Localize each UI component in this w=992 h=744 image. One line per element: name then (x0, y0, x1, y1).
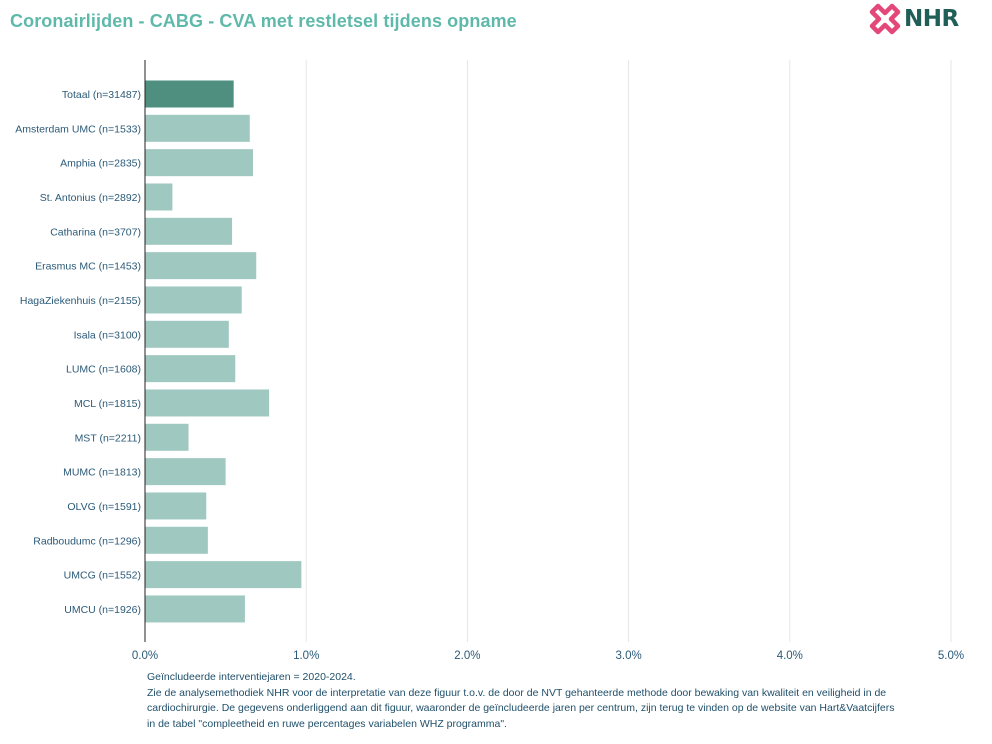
category-label: Erasmus MC (n=1453) (35, 261, 141, 273)
nhr-logo: NHR (868, 2, 968, 36)
category-label: St. Antonius (n=2892) (40, 192, 141, 204)
category-label: UMCG (n=1552) (64, 570, 141, 582)
footnote-line: Zie de analysemethodiek NHR voor de inte… (147, 686, 887, 699)
x-tick-label: 1.0% (293, 650, 319, 662)
bar (145, 423, 189, 451)
category-label: Amsterdam UMC (n=1533) (15, 123, 141, 135)
category-label: LUMC (n=1608) (66, 364, 141, 376)
category-label: Radboudumc (n=1296) (33, 535, 141, 547)
nhr-cross-icon (869, 3, 901, 35)
bar (145, 389, 270, 417)
category-label: HagaZiekenhuis (n=2155) (20, 295, 141, 307)
x-tick-label: 5.0% (938, 650, 964, 662)
bar-chart: Totaal (n=31487) Amsterdam UMC (n=1533) Am… (15, 60, 964, 662)
footnote-line: cardiochirurgie. De gegevens onderliggen… (147, 702, 895, 714)
bar (145, 458, 226, 486)
bar (145, 183, 173, 211)
bar (145, 114, 250, 142)
category-label: Isala (n=3100) (74, 329, 141, 341)
bar (145, 286, 242, 314)
bar (145, 492, 207, 520)
category-label: MST (n=2211) (75, 432, 141, 444)
category-label: Totaal (n=31487) (62, 89, 141, 101)
footnote: Geïncludeerde interventiejaren = 2020-20… (147, 670, 947, 732)
x-tick-label: 2.0% (454, 650, 480, 662)
bar (145, 80, 234, 108)
x-tick-label: 0.0% (132, 650, 158, 662)
bar (145, 526, 208, 554)
category-label: MCL (n=1815) (74, 398, 141, 410)
footnote-line: Geïncludeerde interventiejaren = 2020-20… (147, 671, 356, 683)
bar (145, 217, 233, 245)
bar (145, 595, 245, 623)
category-label: MUMC (n=1813) (63, 467, 141, 479)
category-label: Amphia (n=2835) (60, 158, 141, 170)
category-label: OLVG (n=1591) (67, 501, 141, 513)
x-tick-label: 3.0% (615, 650, 641, 662)
bar (145, 355, 236, 383)
bar (145, 320, 229, 348)
category-label: Catharina (n=3707) (50, 226, 141, 238)
logo-text: NHR (904, 6, 959, 32)
category-label: UMCU (n=1926) (64, 604, 141, 616)
chart-title: Coronairlijden - CABG - CVA met restlets… (10, 11, 517, 31)
x-tick-label: 4.0% (777, 650, 803, 662)
bar (145, 561, 302, 589)
footnote-line: in de tabel "compleetheid en ruwe percen… (147, 717, 507, 730)
bar (145, 252, 257, 280)
bar (145, 149, 254, 177)
